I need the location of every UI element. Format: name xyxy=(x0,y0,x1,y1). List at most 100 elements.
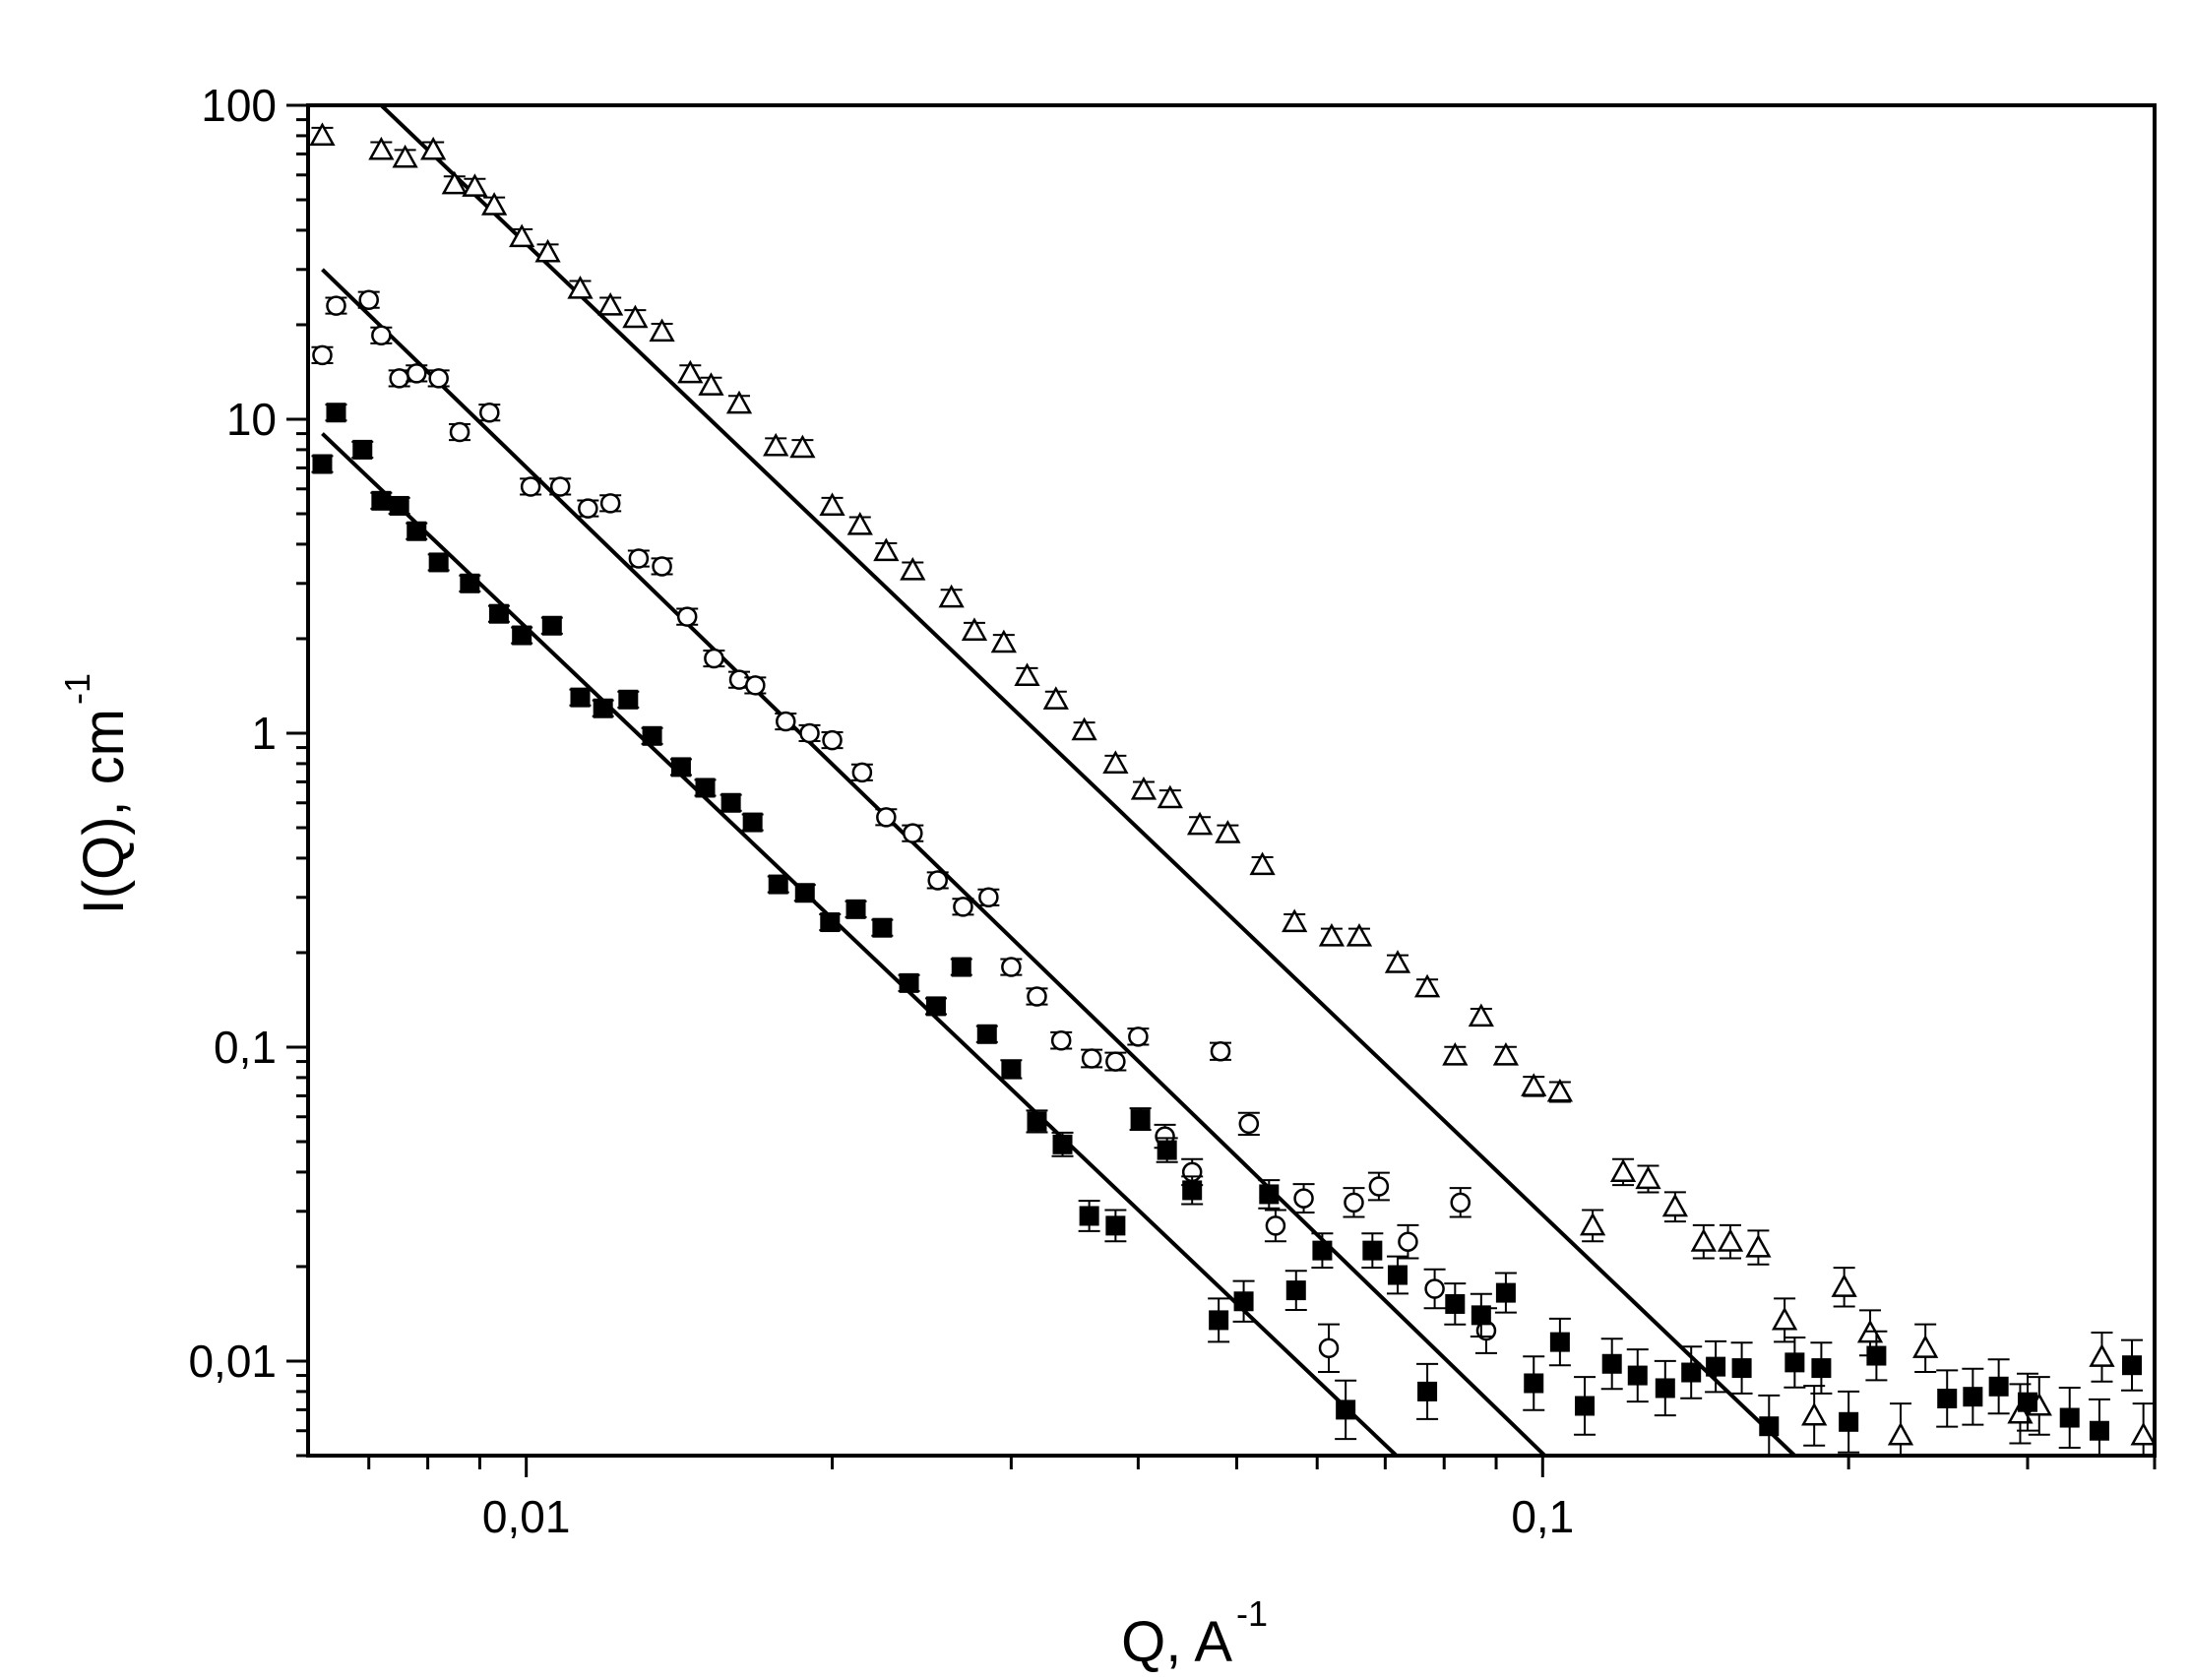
data-point xyxy=(819,492,845,516)
data-point xyxy=(1575,1396,1596,1416)
series-1 xyxy=(309,122,2155,1456)
data-point xyxy=(368,136,395,160)
data-point xyxy=(1210,1040,1231,1062)
data-point xyxy=(570,687,591,708)
data-point xyxy=(720,792,741,813)
data-point xyxy=(2089,1420,2109,1441)
data-point xyxy=(1445,1293,1466,1314)
data-point xyxy=(1811,1358,1832,1379)
data-point xyxy=(990,629,1017,653)
data-point xyxy=(460,573,480,593)
data-point xyxy=(1362,1240,1383,1261)
data-point xyxy=(618,689,639,710)
x-axis-title-text: Q, A xyxy=(1121,1610,1232,1674)
data-point xyxy=(1413,973,1441,998)
data-point xyxy=(1157,784,1183,809)
data-point xyxy=(925,996,946,1017)
data-point xyxy=(371,325,392,346)
data-point xyxy=(428,552,449,573)
data-point xyxy=(1771,1306,1798,1331)
data-point xyxy=(1866,1345,1887,1366)
data-point xyxy=(1450,1192,1471,1213)
data-point xyxy=(449,421,470,443)
data-point xyxy=(745,675,766,696)
data-point xyxy=(2059,1407,2080,1428)
y-axis-title: I(Q), cm xyxy=(72,709,136,914)
data-point xyxy=(789,434,816,459)
data-point xyxy=(820,912,841,933)
series-2 xyxy=(311,289,1497,1373)
data-point xyxy=(462,173,488,197)
data-point xyxy=(428,368,449,389)
data-point xyxy=(903,823,923,843)
data-point xyxy=(1079,1206,1099,1226)
data-point xyxy=(938,584,965,608)
fit-line-1 xyxy=(379,105,1796,1456)
data-point xyxy=(1001,1059,1022,1080)
data-point xyxy=(441,170,468,195)
data-point xyxy=(389,368,409,389)
x-axis-title: Q, A xyxy=(1121,1610,1232,1674)
x-tick-label: 0,01 xyxy=(482,1491,571,1542)
y-tick-label: 1 xyxy=(251,708,277,759)
series-3 xyxy=(311,403,2143,1456)
data-point xyxy=(597,292,624,316)
data-point xyxy=(567,276,594,299)
data-point xyxy=(1731,1358,1752,1379)
data-point xyxy=(1417,1381,1438,1401)
data-point xyxy=(1839,1411,1859,1432)
data-point xyxy=(1831,1274,1857,1297)
data-point xyxy=(1655,1378,1675,1399)
data-point xyxy=(899,972,919,993)
data-point xyxy=(312,344,333,366)
data-point xyxy=(845,899,866,919)
data-point xyxy=(649,318,675,342)
y-tick-label: 10 xyxy=(226,394,277,445)
data-point xyxy=(873,537,900,562)
data-point xyxy=(520,476,541,497)
data-point xyxy=(799,722,820,744)
data-point xyxy=(822,729,843,751)
data-point xyxy=(976,1024,997,1044)
data-point xyxy=(1265,1215,1286,1236)
data-point xyxy=(309,122,336,146)
data-point xyxy=(900,557,926,581)
x-tick-label: 0,1 xyxy=(1511,1491,1574,1542)
data-point xyxy=(352,439,373,460)
data-point xyxy=(1937,1388,1958,1408)
data-point xyxy=(407,521,427,541)
data-point xyxy=(1215,820,1241,843)
data-point xyxy=(512,625,532,646)
data-point xyxy=(642,725,662,746)
data-point xyxy=(1081,1048,1102,1069)
data-point xyxy=(1027,986,1047,1007)
data-point xyxy=(392,144,418,168)
plot-clip-group xyxy=(309,105,2155,1456)
data-point xyxy=(1318,1338,1340,1359)
data-point xyxy=(1601,1353,1622,1374)
data-point xyxy=(742,812,763,833)
data-point xyxy=(481,192,508,216)
data-point xyxy=(1285,1280,1306,1301)
data-point xyxy=(1157,1140,1177,1160)
x-axis-ticks xyxy=(367,1456,2157,1477)
data-point xyxy=(406,363,427,384)
data-point xyxy=(389,495,409,516)
data-point xyxy=(1690,1228,1717,1252)
data-point xyxy=(1346,923,1373,947)
data-point xyxy=(1988,1376,2009,1397)
data-point xyxy=(549,476,571,497)
data-point xyxy=(953,897,973,917)
data-point xyxy=(1521,1073,1547,1096)
data-point xyxy=(1105,1051,1126,1072)
fit-line-3 xyxy=(321,432,1399,1456)
data-point xyxy=(1887,1421,1914,1446)
data-point xyxy=(1368,1176,1390,1197)
data-point xyxy=(763,432,789,457)
data-point xyxy=(1387,1265,1408,1285)
data-point xyxy=(2007,1400,2034,1424)
data-point xyxy=(1182,1180,1203,1201)
data-point xyxy=(1233,1291,1254,1312)
data-point xyxy=(1681,1362,1702,1383)
